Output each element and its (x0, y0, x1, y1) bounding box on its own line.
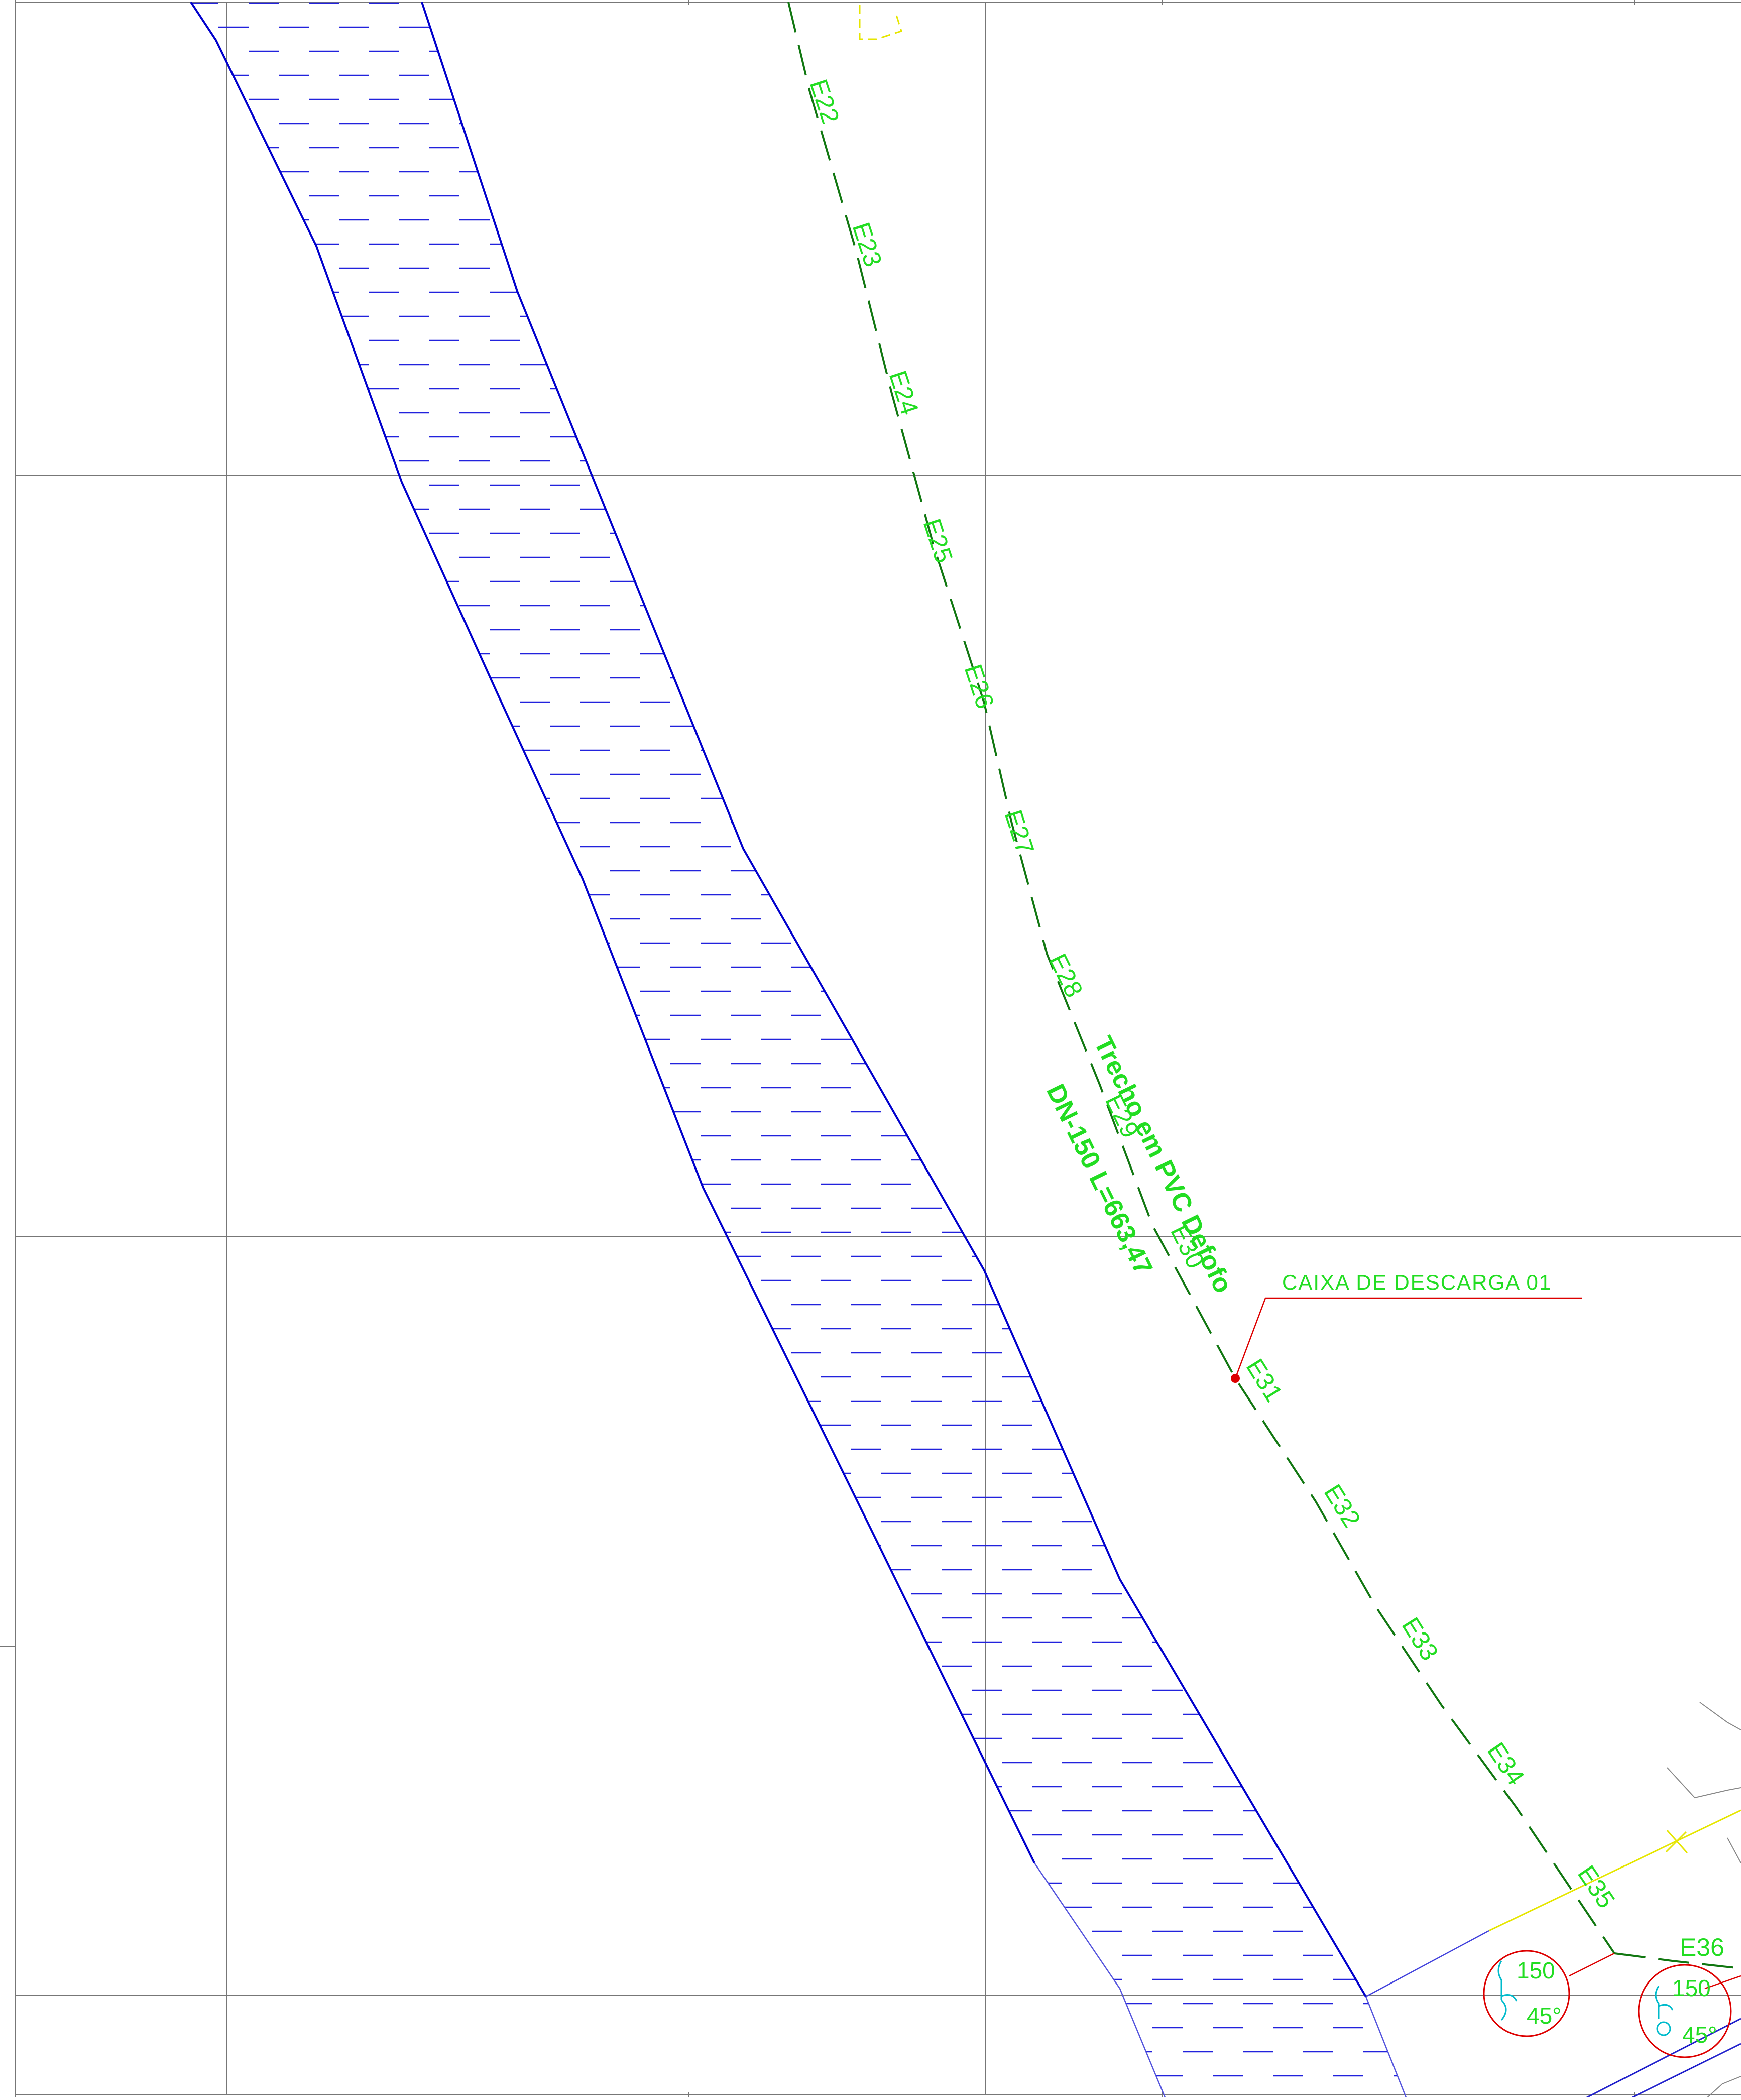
gray-contour-3 (1727, 1837, 1741, 1863)
badge-angle: 45° (1527, 2003, 1562, 2029)
blue-connector (1365, 1930, 1489, 1998)
station-label: E22 (804, 76, 845, 127)
pipeline-branch (1614, 1952, 1741, 1969)
badge-leader (1569, 1952, 1615, 1977)
badge-diameter: 150 (1517, 1957, 1555, 1984)
blue-line-bottom-2 (1632, 2043, 1741, 2098)
fitting-badge: 150 45° (1483, 1950, 1570, 2037)
station-label: E34 (1482, 1737, 1530, 1790)
yellow-line (1488, 1809, 1741, 1932)
channel-right-bank (421, 2, 1367, 1998)
fitting-badge: 150 45° (1638, 1964, 1732, 2058)
station-label: E36 (1680, 1933, 1724, 1961)
callout-leader (1234, 1297, 1582, 1379)
station-labels: E22 E23 E24 E25 E26 E27 E28 E29 E30 E31 … (804, 76, 1724, 1961)
station-label: E33 (1397, 1612, 1444, 1665)
station-label: E28 (1043, 949, 1088, 1002)
callout: CAIXA DE DESCARGA 01 (1231, 1270, 1582, 1383)
fitting-badges: 150 45° 150 45° (1483, 1950, 1741, 2058)
station-label: E24 (884, 367, 924, 418)
badge-circle (1638, 1964, 1732, 2058)
blue-line-bottom-1 (1586, 2018, 1741, 2098)
pipe-label-line1: Trecho em PVC Defofo (1088, 1032, 1238, 1298)
station-label: E25 (918, 515, 959, 566)
channel-right-bank-lower (1365, 1996, 1407, 2098)
badge-leader (1704, 1975, 1741, 1990)
gray-contour-4 (1707, 2076, 1741, 2098)
secondary-lines (1365, 1702, 1741, 2098)
badge-circle (1483, 1950, 1570, 2037)
station-label: E35 (1572, 1860, 1620, 1913)
channel-left-bank (190, 1, 1035, 1863)
station-label: E23 (847, 219, 888, 270)
station-label: E32 (1319, 1479, 1366, 1532)
bend-fitting-icon (1497, 1960, 1518, 2021)
badge-diameter: 150 (1672, 1975, 1711, 2001)
station-label: E26 (959, 661, 1000, 712)
bend-fitting-icon (1655, 1986, 1674, 2036)
station-label: E27 (999, 806, 1040, 858)
yellow-marker (859, 5, 902, 40)
callout-point (1231, 1374, 1240, 1383)
channel-left-bank-lower (1033, 1862, 1166, 2098)
callout-label: CAIXA DE DESCARGA 01 (1282, 1270, 1552, 1294)
gray-contour-1 (1699, 1702, 1741, 1730)
gray-contour-2 (1667, 1767, 1741, 1799)
pipe-description: Trecho em PVC Defofo DN-150 L=663,47 (1040, 1032, 1238, 1298)
pipeline-line (787, 2, 1615, 1954)
pipeline (787, 2, 1741, 1969)
badge-angle: 45° (1682, 2022, 1717, 2048)
yellow-line-cross-b (1665, 1831, 1687, 1853)
